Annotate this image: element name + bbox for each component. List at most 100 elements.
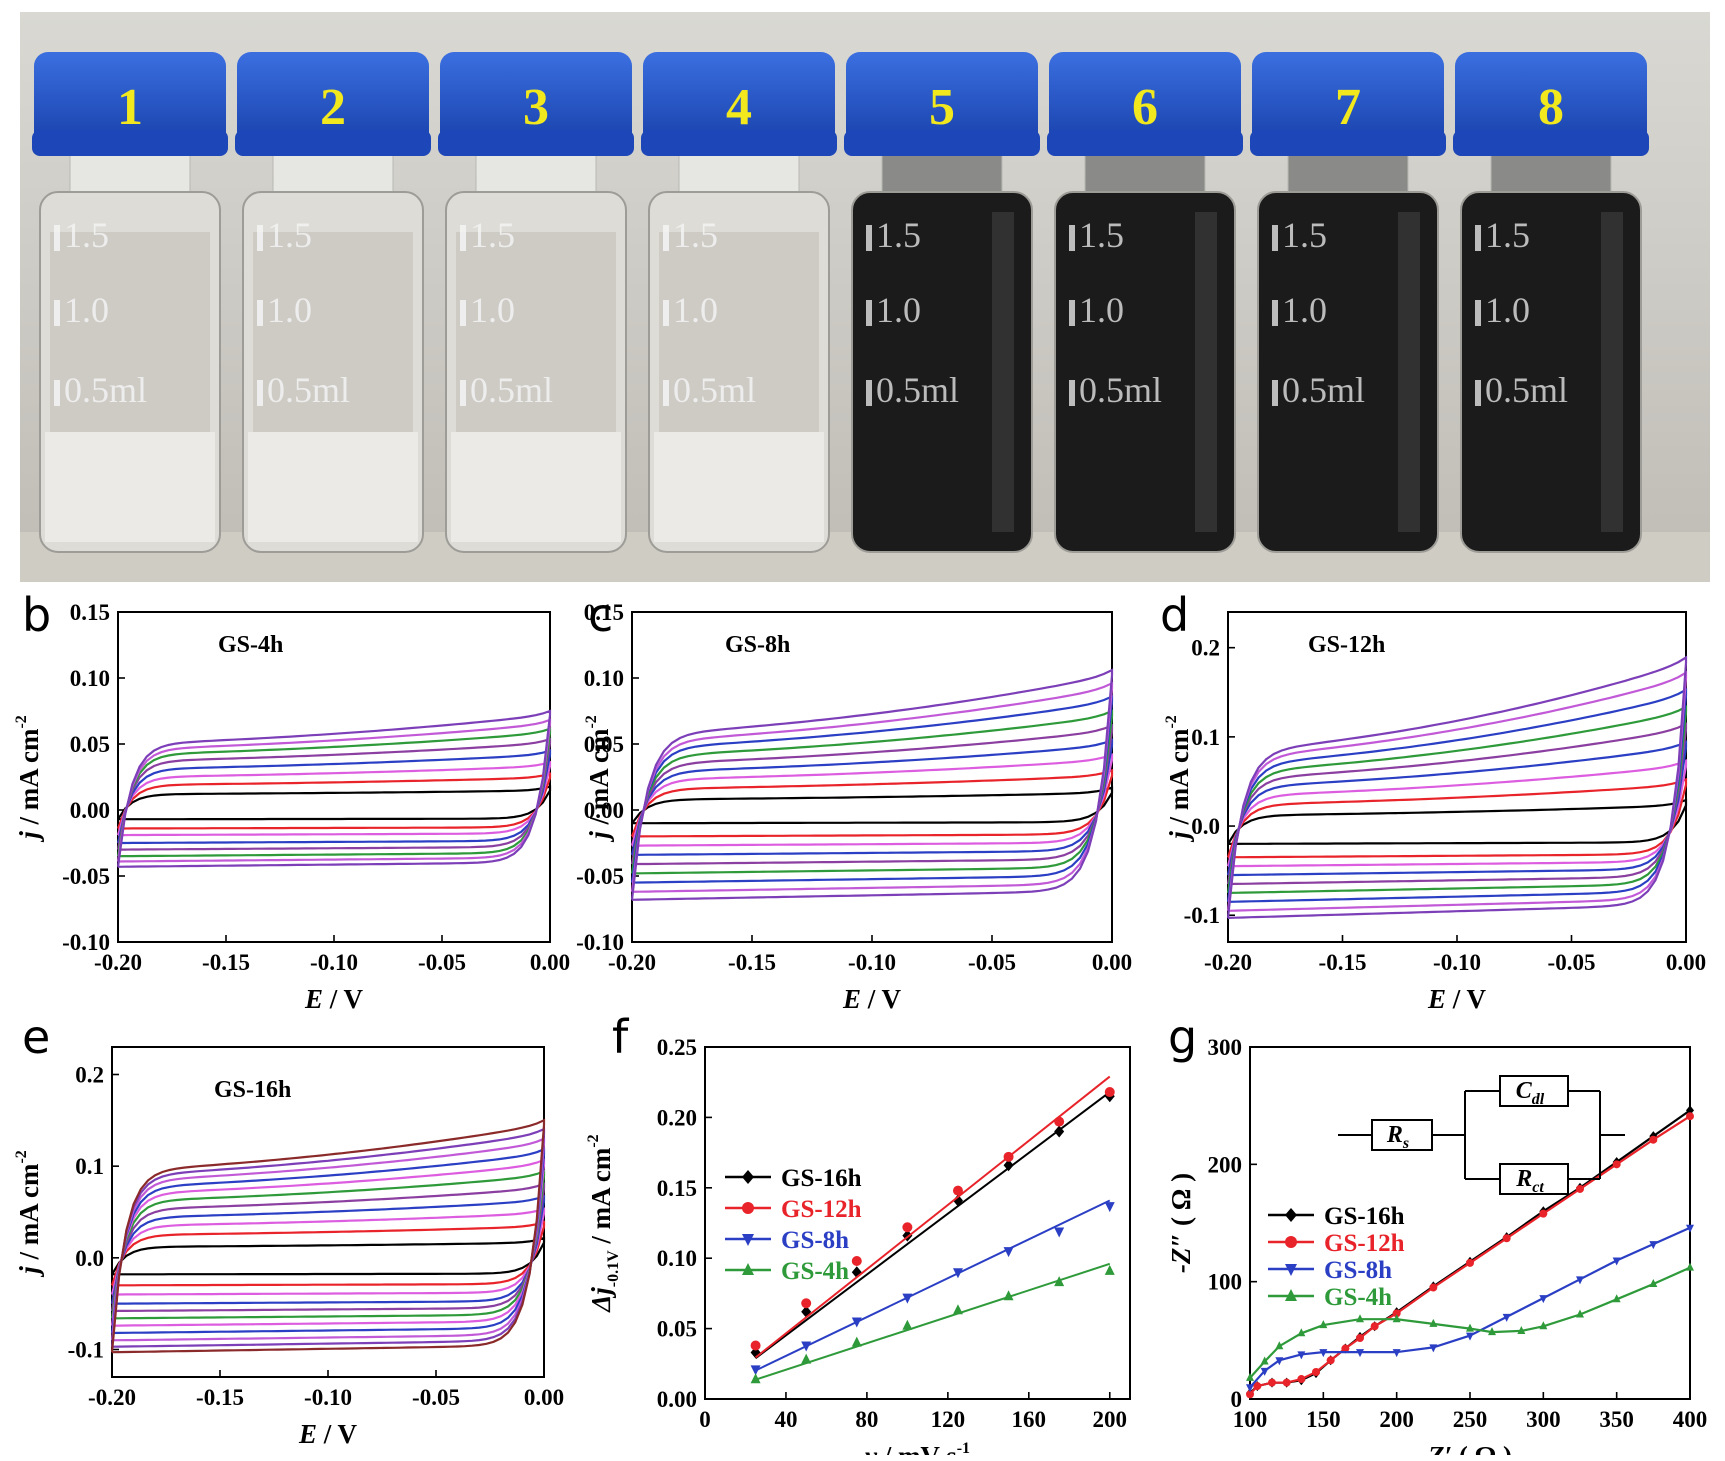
x-tick-label: -0.20 (94, 950, 142, 975)
data-point (1054, 1227, 1065, 1238)
vial-liquid (654, 432, 824, 542)
scale-mark: 1.5 (673, 215, 718, 255)
x-tick-label: -0.10 (1433, 950, 1481, 975)
vial-cap-rim (235, 130, 431, 156)
vial: 6 1.5 1.0 0.5ml (1047, 52, 1243, 553)
nyquist-curve (1249, 1226, 1691, 1389)
data-point (801, 1298, 812, 1309)
data-point (1246, 1384, 1254, 1393)
scale-tick (1475, 380, 1481, 406)
x-tick-label: 250 (1453, 1407, 1488, 1432)
legend-entry: GS-4h (781, 1258, 849, 1285)
plot-frame (704, 1046, 1131, 1400)
data-point (952, 1194, 963, 1207)
data-point (750, 1365, 761, 1376)
x-tick-label: 350 (1599, 1407, 1634, 1432)
vial-cap-rim (1453, 130, 1649, 156)
vial-cap-rim (438, 130, 634, 156)
cv-curve (631, 786, 1114, 825)
vial-highlight (1195, 212, 1217, 532)
scale-tick (866, 300, 872, 326)
data-point (1576, 1309, 1584, 1318)
vial-cap (1252, 52, 1444, 152)
scale-mark: 1.5 (1282, 215, 1327, 255)
y-tick-label: 0.25 (657, 1035, 697, 1060)
cv-curve (1226, 758, 1688, 868)
y-tick-label: 0.05 (657, 1317, 697, 1342)
data-point (902, 1319, 913, 1330)
legend-entry: GS-16h (781, 1165, 862, 1192)
y-tick-label: 0.2 (1191, 636, 1220, 661)
data-point (1054, 1276, 1065, 1287)
plot-frame (631, 611, 1113, 943)
vial-cap (1049, 52, 1241, 152)
scale-mark: 0.5ml (876, 370, 959, 410)
x-tick-label: 100 (1233, 1407, 1268, 1432)
vial: 8 1.5 1.0 0.5ml (1453, 52, 1649, 553)
data-point (1370, 1322, 1379, 1331)
data-point (1392, 1309, 1401, 1318)
scale-mark: 0.5ml (1282, 370, 1365, 410)
vial-cap (643, 52, 835, 152)
scale-mark: 0.5ml (267, 370, 350, 410)
data-point (1246, 1390, 1254, 1399)
data-point (1312, 1368, 1320, 1377)
data-point (1003, 1159, 1014, 1172)
scale-tick (54, 300, 60, 326)
data-point (1612, 1160, 1621, 1169)
x-tick-label: 200 (1093, 1407, 1128, 1432)
vial-cap-rim (641, 130, 837, 156)
y-tick-label: 0.00 (584, 798, 624, 823)
scale-tick (1069, 225, 1075, 251)
x-axis-label: Z′ ( Ω ) (1427, 1441, 1512, 1455)
vial: 5 1.5 1.0 0.5ml (844, 52, 1040, 553)
vial-label-patch (253, 232, 413, 432)
cv-curve (630, 738, 1114, 856)
x-tick-label: -0.05 (1548, 950, 1596, 975)
vial-label-patch (456, 232, 616, 432)
nyquist-curve (1249, 1109, 1691, 1394)
cv-curve (630, 668, 1114, 901)
y-tick-label: 0.05 (70, 732, 110, 757)
data-point (851, 1266, 862, 1279)
data-point (1285, 1236, 1297, 1248)
legend-entry: GS-16h (1324, 1203, 1405, 1230)
data-point (1275, 1341, 1284, 1350)
vial-number: 2 (320, 79, 346, 136)
data-point (1260, 1356, 1269, 1365)
vial: 3 1.5 1.0 0.5ml (438, 52, 634, 553)
y-axis-label: j / mA cm-2 (13, 715, 44, 843)
scale-tick (663, 300, 669, 326)
data-point (1246, 1372, 1254, 1381)
data-point (1539, 1295, 1548, 1304)
sample-label: GS-8h (725, 632, 790, 658)
vial-number: 5 (929, 79, 955, 136)
scale-mark: 1.5 (876, 215, 921, 255)
x-tick-label: -0.10 (310, 950, 358, 975)
x-tick-label: 400 (1673, 1407, 1708, 1432)
x-tick-label: 0.00 (1666, 950, 1706, 975)
fit-line (754, 1091, 1111, 1359)
x-tick-label: -0.05 (418, 950, 466, 975)
vial-liquid (45, 432, 215, 542)
scale-mark: 1.5 (267, 215, 312, 255)
data-point (1003, 1247, 1014, 1258)
x-axis-label: v / mV s-1 (865, 1440, 970, 1455)
cv-curve (1226, 687, 1688, 903)
vial-body (851, 191, 1033, 553)
data-point (801, 1353, 812, 1364)
x-tick-label: -0.15 (1319, 950, 1367, 975)
y-tick-label: 0.1 (1191, 725, 1220, 750)
scale-tick (460, 300, 466, 326)
scale-mark: 1.0 (673, 290, 718, 330)
legend-entry: GS-8h (781, 1227, 849, 1254)
data-point (1282, 1378, 1291, 1387)
cv-curve (116, 709, 552, 868)
vial-body (1257, 191, 1439, 553)
vial-highlight (992, 212, 1014, 532)
scale-mark: 0.5ml (1485, 370, 1568, 410)
cv-curve (1226, 704, 1688, 894)
x-tick-label: 0.00 (530, 950, 570, 975)
x-tick-label: -0.15 (196, 1385, 244, 1410)
data-point (1341, 1344, 1350, 1353)
